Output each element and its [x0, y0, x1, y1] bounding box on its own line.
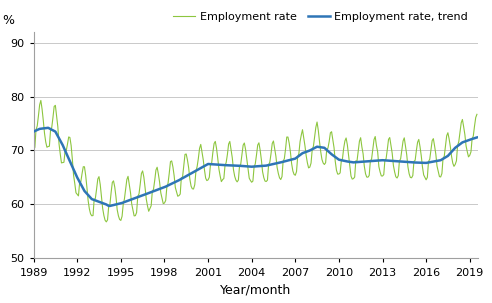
X-axis label: Year/month: Year/month: [220, 283, 292, 296]
Line: Employment rate, trend: Employment rate, trend: [33, 128, 477, 206]
Line: Employment rate: Employment rate: [33, 101, 477, 222]
Legend: Employment rate, Employment rate, trend: Employment rate, Employment rate, trend: [169, 8, 473, 27]
Text: %: %: [2, 14, 15, 27]
